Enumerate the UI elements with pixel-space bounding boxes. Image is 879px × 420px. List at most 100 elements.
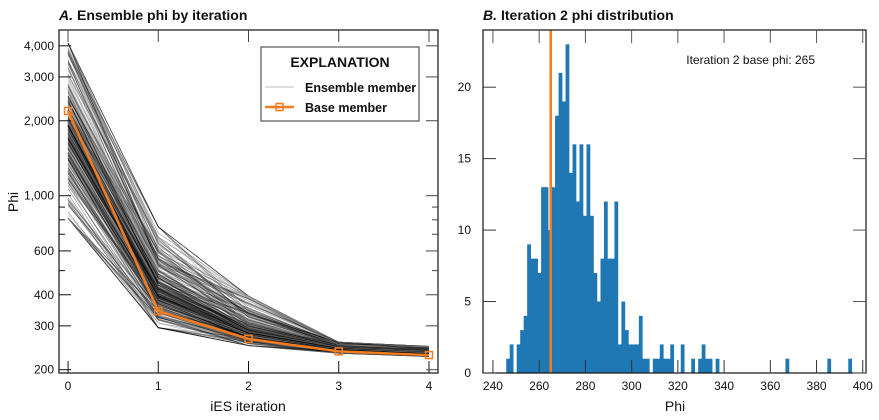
histogram-bar (628, 344, 633, 373)
histogram-bar (656, 358, 661, 373)
ensemble-member-line (67, 83, 430, 347)
histogram-bar (551, 187, 556, 373)
histogram-bars (506, 30, 853, 374)
histogram-bar (589, 215, 594, 373)
x-tick-label: 240 (483, 379, 503, 393)
histogram-bar (617, 344, 622, 373)
base-member-marker (424, 350, 434, 360)
base-member-marker (244, 334, 253, 344)
histogram-bar (527, 244, 531, 373)
histogram-bar (680, 344, 685, 373)
histogram-bar (506, 358, 511, 373)
y-tick-label: 15 (458, 152, 472, 166)
panel-a-title: A. Ensemble phi by iteration (58, 7, 247, 23)
ensemble-member-line (67, 95, 430, 350)
histogram-bar (569, 172, 573, 373)
panel-b-axes: 240 260 280 300 320 340 360 380 400 0 5 10 15 20 (458, 29, 873, 393)
histogram-bar (621, 301, 626, 373)
histogram-bar (509, 344, 514, 373)
y-tick-label: 3,000 (24, 70, 54, 84)
plot-frame (482, 29, 867, 374)
ensemble-member-line (67, 173, 430, 355)
ensemble-member-line (67, 84, 430, 348)
ensemble-member-line (67, 88, 430, 351)
ensemble-member-line (67, 92, 430, 352)
histogram-bar (652, 358, 657, 373)
y-tick-label: 400 (34, 288, 54, 302)
histogram-bar (572, 144, 577, 373)
histogram-bar (541, 187, 545, 373)
histogram-bar (586, 144, 591, 373)
histogram-bar (562, 101, 566, 373)
x-tick-label: 1 (155, 379, 162, 393)
y-tick-label: 300 (34, 319, 54, 333)
histogram-bar (593, 272, 598, 373)
histogram-bar (558, 72, 563, 373)
histogram-bar (600, 258, 605, 373)
base-member-line (66, 110, 430, 357)
histogram-bar (848, 358, 853, 373)
x-tick-label: 2 (245, 379, 252, 393)
histogram-bar (607, 258, 612, 373)
ensemble-member-line (67, 74, 430, 347)
base-member-marker (154, 306, 163, 316)
y-tick-label: 600 (34, 244, 54, 258)
histogram-bar (565, 44, 570, 374)
histogram-bar (610, 258, 615, 373)
histogram-bar (635, 344, 640, 373)
histogram-bar (666, 358, 671, 373)
histogram-bar (537, 272, 542, 373)
legend-title: EXPLANATION (290, 54, 389, 70)
ensemble-member-line (67, 53, 430, 350)
y-tick-label: 4,000 (24, 39, 54, 53)
x-tick-label: 280 (575, 379, 595, 393)
histogram-bar (516, 344, 521, 373)
base-member-marker (334, 347, 343, 356)
histogram-bar (785, 358, 790, 373)
histogram-bar (638, 315, 643, 373)
ensemble-member-line (67, 59, 430, 348)
ensemble-member-line (67, 175, 430, 354)
histogram-bar (520, 330, 524, 373)
y-tick-label: 0 (464, 366, 471, 380)
panel-b-histogram: B. Iteration 2 phi distribution 240 260 280… (458, 7, 873, 414)
y-tick-label: 2,000 (24, 114, 54, 128)
histogram-bar (544, 187, 549, 373)
histogram-bar (827, 358, 832, 373)
legend-base-label: Base member (305, 101, 387, 115)
ensemble-member-line (67, 63, 430, 351)
histogram-bar (663, 358, 668, 373)
x-tick-label: 300 (622, 379, 642, 393)
base-member-marker (63, 106, 73, 116)
x-tick-label: 0 (65, 379, 72, 393)
histogram-bar (698, 358, 702, 373)
histogram-bar (691, 358, 696, 373)
ensemble-member-line (67, 157, 430, 353)
panel-a-x-axis-label: iES iteration (210, 398, 285, 414)
histogram-bar (555, 115, 559, 373)
histogram-bar (523, 315, 528, 373)
ensemble-member-line (67, 99, 430, 352)
ensemble-member-line (67, 123, 430, 352)
y-tick-label: 200 (34, 363, 54, 377)
panel-a-y-axis-label: Phi (5, 192, 21, 212)
x-tick-label: 3 (335, 379, 342, 393)
histogram-bar (631, 344, 636, 373)
histogram-bar (642, 358, 647, 373)
y-tick-label: 20 (458, 80, 472, 94)
histogram-bar (659, 344, 664, 373)
x-tick-label: 380 (807, 379, 827, 393)
histogram-bar (583, 215, 587, 373)
panel-a-ensemble-phi: A. Ensemble phi by iteration 0 1 2 3 4 200 300 4… (5, 7, 439, 414)
histogram-bar (534, 258, 538, 373)
x-tick-label: 360 (760, 379, 780, 393)
histogram-bar (715, 358, 720, 373)
ensemble-member-line (67, 77, 430, 350)
panel-a-axes: 0 1 2 3 4 200 300 400 600 1,000 2,000 3,000 4,000 (24, 29, 439, 393)
legend-base-marker (275, 102, 284, 112)
histogram-bar (701, 344, 706, 373)
base-member-series (63, 106, 434, 360)
x-tick-label: 400 (853, 379, 873, 393)
histogram-bar (645, 358, 650, 373)
